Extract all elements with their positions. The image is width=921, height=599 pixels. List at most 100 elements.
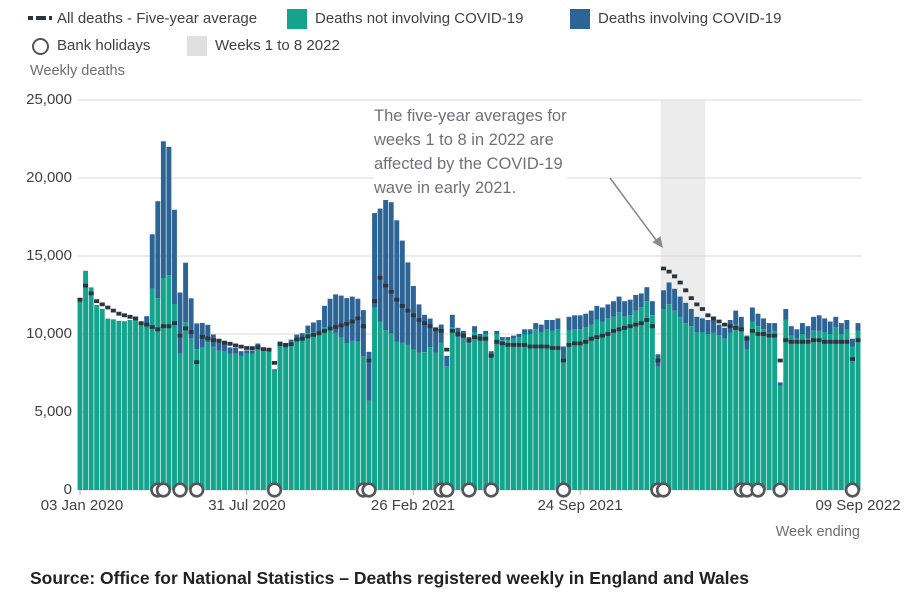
week-bar[interactable]: [472, 326, 478, 490]
week-bar[interactable]: [816, 315, 822, 490]
week-bar[interactable]: [83, 270, 89, 490]
week-bar[interactable]: [516, 334, 522, 490]
week-bar[interactable]: [155, 201, 161, 490]
week-bar[interactable]: [255, 343, 261, 491]
week-bar[interactable]: [627, 299, 633, 490]
week-bar[interactable]: [849, 338, 855, 490]
week-bar[interactable]: [799, 323, 805, 490]
week-bar[interactable]: [260, 349, 266, 490]
week-bar[interactable]: [549, 320, 555, 490]
bank-holiday-marker[interactable]: [189, 482, 205, 498]
week-bar[interactable]: [722, 327, 728, 490]
week-bar[interactable]: [672, 288, 678, 490]
bank-holiday-marker[interactable]: [750, 482, 766, 498]
week-bar[interactable]: [116, 320, 122, 490]
week-bar[interactable]: [855, 323, 861, 490]
week-bar[interactable]: [244, 350, 250, 490]
week-bar[interactable]: [322, 305, 327, 490]
week-bar[interactable]: [644, 287, 650, 490]
week-bar[interactable]: [499, 337, 505, 490]
week-bar[interactable]: [460, 330, 466, 490]
bank-holiday-marker[interactable]: [439, 482, 455, 498]
week-bar[interactable]: [688, 309, 694, 490]
week-bar[interactable]: [744, 335, 750, 490]
week-bar[interactable]: [410, 286, 416, 490]
bank-holiday-marker[interactable]: [172, 482, 188, 498]
week-bar[interactable]: [299, 333, 305, 490]
bank-holiday-marker[interactable]: [266, 482, 283, 498]
week-bar[interactable]: [266, 349, 272, 490]
week-bar[interactable]: [661, 290, 666, 490]
week-bar[interactable]: [94, 305, 100, 490]
week-bar[interactable]: [711, 320, 716, 490]
week-bar[interactable]: [755, 313, 761, 490]
week-bar[interactable]: [638, 293, 644, 490]
week-bar[interactable]: [210, 334, 216, 491]
week-bar[interactable]: [522, 329, 528, 490]
week-bar[interactable]: [233, 347, 239, 490]
week-bar[interactable]: [761, 318, 766, 490]
week-bar[interactable]: [216, 341, 222, 490]
week-bar[interactable]: [605, 304, 611, 490]
week-bar[interactable]: [149, 234, 155, 490]
week-bar[interactable]: [766, 323, 772, 490]
week-bar[interactable]: [788, 326, 794, 490]
week-bar[interactable]: [194, 323, 200, 490]
week-bar[interactable]: [127, 320, 133, 490]
week-bar[interactable]: [294, 334, 300, 490]
week-bar[interactable]: [427, 318, 433, 490]
bank-holiday-marker[interactable]: [461, 482, 477, 498]
week-bar[interactable]: [844, 320, 850, 490]
week-bar[interactable]: [394, 220, 400, 490]
week-bar[interactable]: [794, 329, 800, 490]
week-bar[interactable]: [488, 351, 494, 490]
week-bar[interactable]: [405, 262, 411, 490]
week-bar[interactable]: [705, 320, 711, 490]
week-bar[interactable]: [360, 310, 366, 490]
week-bar[interactable]: [733, 310, 739, 490]
week-bar[interactable]: [694, 316, 700, 490]
week-bar[interactable]: [466, 337, 472, 490]
week-bar[interactable]: [505, 337, 511, 490]
week-bar[interactable]: [594, 305, 600, 490]
week-bar[interactable]: [599, 307, 605, 491]
week-bar[interactable]: [133, 318, 139, 490]
week-bar[interactable]: [399, 240, 405, 490]
week-bar[interactable]: [338, 295, 344, 490]
week-bar[interactable]: [188, 298, 194, 490]
week-bar[interactable]: [611, 301, 616, 490]
week-bar[interactable]: [527, 329, 533, 490]
week-bar[interactable]: [633, 295, 639, 490]
week-bar[interactable]: [272, 369, 277, 490]
week-bar[interactable]: [699, 318, 705, 490]
week-bar[interactable]: [555, 318, 561, 490]
bank-holiday-marker[interactable]: [655, 482, 672, 498]
week-bar[interactable]: [344, 298, 350, 490]
week-bar[interactable]: [572, 315, 578, 490]
week-bar[interactable]: [477, 334, 483, 490]
week-bar[interactable]: [683, 302, 689, 490]
week-bar[interactable]: [538, 324, 544, 490]
week-bar[interactable]: [277, 341, 283, 491]
week-bar[interactable]: [783, 309, 789, 490]
week-bar[interactable]: [455, 327, 461, 490]
week-bar[interactable]: [777, 382, 783, 490]
week-bar[interactable]: [222, 342, 227, 490]
week-bar[interactable]: [327, 298, 333, 490]
week-bar[interactable]: [183, 262, 189, 490]
week-bar[interactable]: [110, 319, 116, 490]
bank-holiday-marker[interactable]: [555, 482, 572, 498]
bank-holiday-marker[interactable]: [844, 482, 861, 498]
week-bar[interactable]: [333, 294, 339, 490]
week-bar[interactable]: [383, 198, 389, 490]
week-bar[interactable]: [377, 208, 383, 490]
week-bar[interactable]: [838, 323, 844, 490]
week-bar[interactable]: [833, 316, 839, 490]
week-bar[interactable]: [105, 318, 111, 490]
week-bar[interactable]: [444, 355, 450, 490]
week-bar[interactable]: [166, 146, 172, 490]
week-bar[interactable]: [372, 213, 377, 490]
bank-holiday-marker[interactable]: [483, 482, 499, 498]
week-bar[interactable]: [577, 315, 583, 490]
week-bar[interactable]: [283, 346, 289, 490]
